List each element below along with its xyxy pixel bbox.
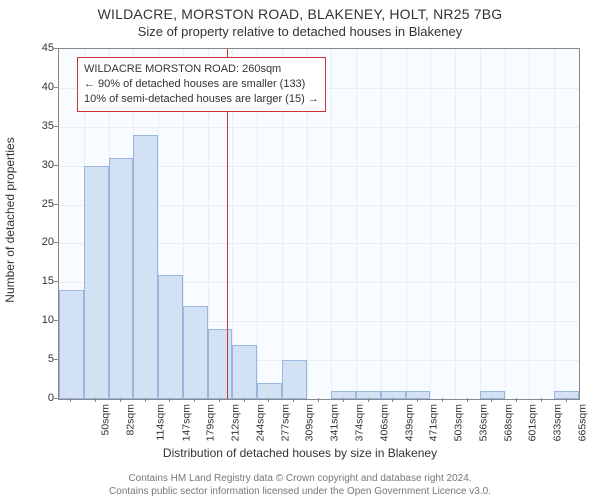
x-tick-mark (442, 398, 443, 402)
grid-line-v (455, 49, 456, 399)
y-tick-label: 20 (24, 236, 54, 248)
info-box: WILDACRE MORSTON ROAD: 260sqm← 90% of de… (77, 57, 326, 112)
x-tick-label: 244sqm (254, 404, 266, 441)
y-tick-label: 10 (24, 314, 54, 326)
bar (208, 329, 233, 399)
bar (158, 275, 183, 399)
x-tick-label: 277sqm (279, 404, 291, 441)
x-tick-label: 503sqm (452, 404, 464, 441)
y-tick-mark (54, 87, 58, 88)
footer-line1: Contains HM Land Registry data © Crown c… (0, 472, 600, 485)
x-tick-mark (145, 398, 146, 402)
grid-line-v (554, 49, 555, 399)
x-tick-mark (120, 398, 121, 402)
y-tick-mark (54, 359, 58, 360)
y-tick-mark (54, 281, 58, 282)
grid-line-v (331, 49, 332, 399)
x-tick-mark (268, 398, 269, 402)
grid-line-v (406, 49, 407, 399)
x-tick-mark (541, 398, 542, 402)
chart-container: WILDACRE, MORSTON ROAD, BLAKENEY, HOLT, … (0, 0, 600, 500)
y-tick-label: 45 (24, 42, 54, 54)
grid-line-v (505, 49, 506, 399)
x-tick-mark (417, 398, 418, 402)
x-tick-mark (169, 398, 170, 402)
x-tick-mark (491, 398, 492, 402)
grid-line-v (480, 49, 481, 399)
x-tick-label: 309sqm (304, 404, 316, 441)
bar (133, 135, 158, 399)
info-line3: 10% of semi-detached houses are larger (… (84, 92, 319, 107)
bar (84, 166, 109, 399)
bar (257, 383, 282, 399)
x-tick-label: 471sqm (428, 404, 440, 441)
y-tick-label: 15 (24, 275, 54, 287)
x-tick-mark (368, 398, 369, 402)
x-tick-mark (244, 398, 245, 402)
grid-line-h (59, 127, 579, 128)
x-tick-mark (194, 398, 195, 402)
x-tick-label: 341sqm (329, 404, 341, 441)
x-tick-label: 179sqm (205, 404, 217, 441)
bar (356, 391, 381, 399)
x-tick-mark (318, 398, 319, 402)
y-tick-label: 0 (24, 392, 54, 404)
bar (59, 290, 84, 399)
x-tick-mark (392, 398, 393, 402)
x-tick-label: 439sqm (403, 404, 415, 441)
grid-line-v (529, 49, 530, 399)
y-tick-mark (54, 165, 58, 166)
title-main: WILDACRE, MORSTON ROAD, BLAKENEY, HOLT, … (0, 0, 600, 22)
y-tick-mark (54, 320, 58, 321)
x-tick-mark (566, 398, 567, 402)
x-tick-mark (219, 398, 220, 402)
y-tick-mark (54, 242, 58, 243)
y-tick-mark (54, 48, 58, 49)
x-tick-mark (516, 398, 517, 402)
y-tick-label: 40 (24, 81, 54, 93)
x-tick-mark (293, 398, 294, 402)
x-tick-label: 114sqm (154, 404, 166, 441)
x-tick-mark (70, 398, 71, 402)
y-tick-label: 30 (24, 159, 54, 171)
y-tick-mark (54, 126, 58, 127)
x-tick-label: 665sqm (576, 404, 588, 441)
title-sub: Size of property relative to detached ho… (0, 22, 600, 39)
bar (554, 391, 579, 399)
info-line1: WILDACRE MORSTON ROAD: 260sqm (84, 62, 319, 77)
x-tick-label: 50sqm (100, 404, 112, 436)
y-tick-label: 35 (24, 120, 54, 132)
y-tick-label: 25 (24, 198, 54, 210)
x-tick-label: 633sqm (551, 404, 563, 441)
x-tick-label: 568sqm (502, 404, 514, 441)
y-tick-mark (54, 204, 58, 205)
x-axis-label: Distribution of detached houses by size … (0, 446, 600, 460)
x-tick-label: 212sqm (230, 404, 242, 441)
x-tick-label: 536sqm (477, 404, 489, 441)
footer: Contains HM Land Registry data © Crown c… (0, 472, 600, 498)
y-tick-mark (54, 398, 58, 399)
bar (232, 345, 257, 399)
x-tick-label: 374sqm (353, 404, 365, 441)
plot-area: WILDACRE MORSTON ROAD: 260sqm← 90% of de… (58, 48, 580, 400)
x-tick-mark (343, 398, 344, 402)
bar (109, 158, 134, 399)
x-tick-mark (95, 398, 96, 402)
y-tick-label: 5 (24, 353, 54, 365)
footer-line2: Contains public sector information licen… (0, 485, 600, 498)
x-tick-mark (467, 398, 468, 402)
x-tick-label: 147sqm (180, 404, 192, 441)
x-tick-label: 406sqm (378, 404, 390, 441)
bar (282, 360, 307, 399)
grid-line-v (356, 49, 357, 399)
bar (331, 391, 356, 399)
grid-line-v (430, 49, 431, 399)
x-tick-label: 601sqm (527, 404, 539, 441)
bar (183, 306, 208, 399)
grid-line-v (381, 49, 382, 399)
x-tick-label: 82sqm (125, 404, 137, 436)
info-line2: ← 90% of detached houses are smaller (13… (84, 77, 319, 92)
y-axis-label: Number of detached properties (3, 137, 17, 302)
